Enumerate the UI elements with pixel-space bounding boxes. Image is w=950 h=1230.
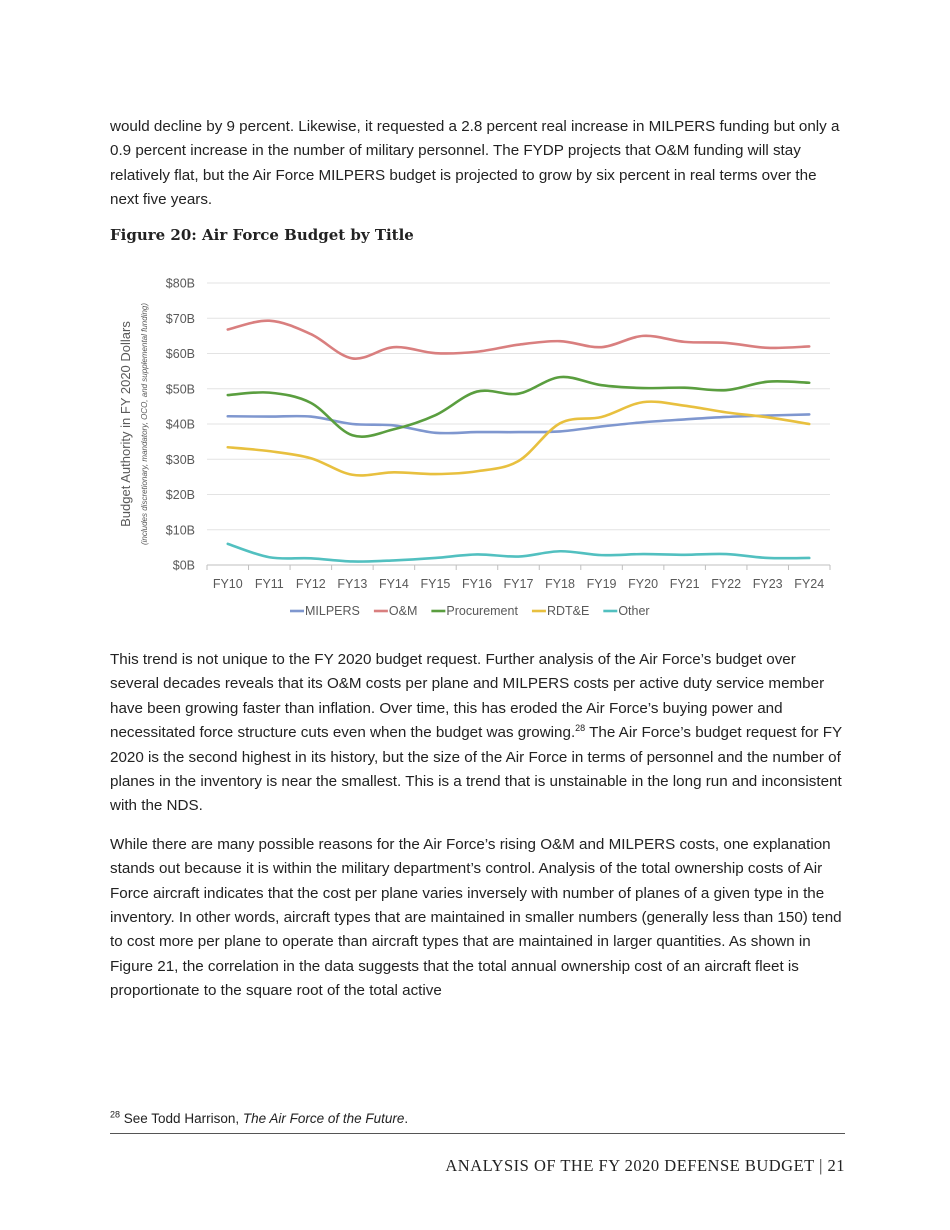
paragraph-text: This trend is not unique to the FY 2020 …	[110, 651, 825, 742]
y-tick-label: $0B	[173, 559, 195, 573]
x-tick-label: FY14	[379, 577, 409, 591]
legend-entry: MILPERS	[305, 604, 360, 618]
x-tick-label: FY20	[628, 577, 658, 591]
budget-line-chart: $0B $10B $20B $30B $40B $50B $60B $70B $80B FY10 F…	[118, 277, 831, 618]
x-tick-label: FY12	[296, 577, 326, 591]
footnote-ref[interactable]: 28	[575, 723, 586, 734]
footnote: 28 See Todd Harrison, The Air Force of t…	[110, 1110, 408, 1128]
x-tick-label: FY21	[670, 577, 700, 591]
x-tick-label: FY10	[213, 577, 243, 591]
y-tick-label: $10B	[166, 523, 195, 537]
x-tick-label: FY22	[711, 577, 741, 591]
x-tick-label: FY23	[753, 577, 783, 591]
y-tick-label: $50B	[166, 382, 195, 396]
legend-entry: RDT&E	[547, 604, 589, 618]
y-tick-label: $80B	[166, 277, 195, 291]
footnote-text: See Todd Harrison,	[120, 1111, 243, 1126]
y-tick-label: $30B	[166, 453, 195, 467]
body-paragraph: This trend is not unique to the FY 2020 …	[110, 648, 845, 819]
legend-entry: Procurement	[446, 604, 518, 618]
x-tick-label: FY16	[462, 577, 492, 591]
x-tick-label: FY11	[255, 577, 284, 591]
footnote-end: .	[404, 1111, 409, 1126]
series-line-other	[226, 542, 811, 563]
footer-rule	[110, 1133, 845, 1134]
body-text-flow: This trend is not unique to the FY 2020 …	[110, 648, 845, 1004]
y-axis-sublabel: (includes discretionary, mandatory, OCO,…	[140, 303, 149, 545]
y-axis-label: Budget Authority in FY 2020 Dollars	[118, 321, 133, 527]
footnote-number: 28	[110, 1109, 121, 1120]
y-tick-label: $60B	[166, 347, 195, 361]
legend-entry: O&M	[389, 604, 417, 618]
x-tick-label: FY15	[420, 577, 450, 591]
body-paragraph: would decline by 9 percent. Likewise, it…	[110, 118, 840, 209]
x-tick-label: FY18	[545, 577, 575, 591]
series-line-rdte	[226, 400, 811, 477]
series-line-milpers	[226, 413, 811, 435]
footnote-title: The Air Force of the Future	[242, 1111, 405, 1126]
x-tick-label: FY19	[587, 577, 617, 591]
y-tick-label: $40B	[166, 418, 195, 432]
paragraph-text: The Air Force’s budget request for FY 20…	[110, 724, 842, 815]
legend-entry: Other	[618, 604, 649, 618]
y-tick-label: $70B	[166, 312, 195, 326]
figure-title: Figure 20: Air Force Budget by Title	[110, 226, 414, 244]
body-paragraph: While there are many possible reasons fo…	[110, 835, 842, 1000]
series-line-om	[226, 319, 811, 360]
page-footer: ANALYSIS OF THE FY 2020 DEFENSE BUDGET |…	[445, 1156, 845, 1175]
y-tick-label: $20B	[166, 488, 195, 502]
series-line-procurement	[226, 375, 811, 438]
x-tick-label: FY13	[337, 577, 367, 591]
x-tick-label: FY17	[504, 577, 534, 591]
x-tick-label: FY24	[794, 577, 824, 591]
